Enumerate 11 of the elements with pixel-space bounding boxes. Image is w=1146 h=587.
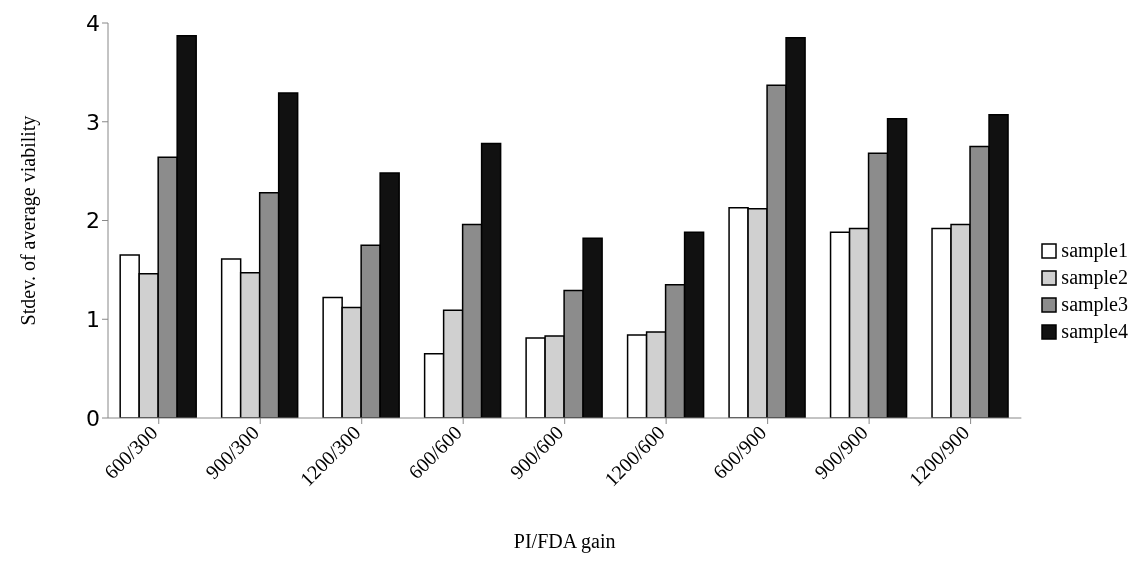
legend-label: sample3: [1061, 293, 1128, 316]
y-tick-label: 4: [86, 10, 100, 36]
y-axis-title: Stdev. of average viability: [17, 115, 41, 326]
legend-label: sample2: [1061, 266, 1128, 289]
y-tick-label: 0: [86, 405, 100, 431]
y-tick-label: 2: [86, 208, 100, 234]
y-tick-label: 3: [86, 109, 100, 135]
legend-label: sample1: [1061, 239, 1128, 262]
x-axis-title: PI/FDA gain: [513, 530, 616, 553]
legend-label: sample4: [1061, 320, 1128, 343]
y-tick-label: 1: [86, 307, 100, 333]
